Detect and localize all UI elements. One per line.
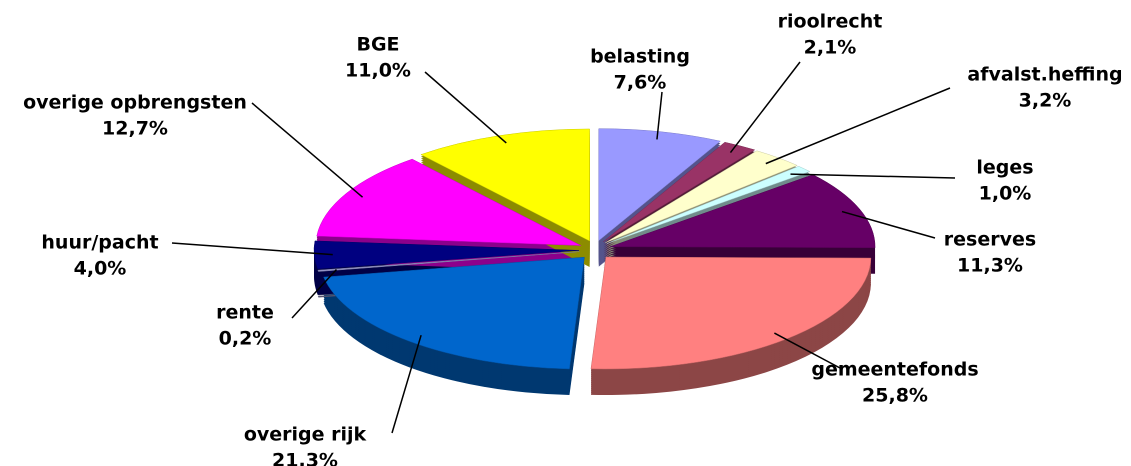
slice (609, 174, 876, 249)
slice (598, 128, 721, 242)
category-label: gemeentefonds (811, 359, 978, 381)
leader-line (251, 102, 364, 198)
slice (323, 256, 585, 370)
slice (317, 251, 580, 272)
leader-line (291, 269, 337, 319)
slice (316, 158, 581, 246)
category-label: belasting (590, 46, 690, 68)
leader-line (729, 61, 801, 154)
leader-line (656, 91, 663, 140)
value-label: 11,3% (957, 255, 1023, 277)
leader-line (424, 71, 507, 144)
category-label: overige rijk (244, 424, 367, 446)
category-label: huur/pacht (41, 232, 158, 254)
slice (313, 240, 580, 270)
category-label: afvalst.heffing (967, 64, 1122, 86)
slice (606, 166, 811, 244)
slice (590, 256, 872, 370)
value-label: 12,7% (102, 118, 168, 140)
value-label: 2,1% (804, 37, 857, 59)
category-label: leges (976, 157, 1033, 179)
category-label: rioolrecht (778, 11, 883, 33)
value-label: 4,0% (74, 258, 127, 280)
leader-line (774, 332, 841, 369)
leader-line (841, 210, 936, 239)
value-label: 3,2% (1019, 90, 1072, 112)
category-label: overige opbrengsten (23, 92, 247, 114)
category-label: reserves (944, 229, 1036, 251)
leader-line (765, 87, 951, 165)
slice (605, 150, 798, 243)
value-label: 0,2% (219, 328, 272, 350)
value-label: 1,0% (979, 183, 1032, 205)
value-label: 25,8% (862, 385, 928, 407)
leader-line (790, 173, 956, 179)
category-label: BGE (356, 34, 399, 56)
leader-line (171, 242, 333, 256)
leader-line (391, 334, 422, 434)
value-label: 11,0% (345, 60, 411, 82)
slice (420, 128, 590, 242)
slice (603, 141, 756, 242)
category-label: rente (216, 302, 274, 324)
value-label: 21,3% (272, 450, 338, 466)
value-label: 7,6% (614, 72, 667, 94)
pie (313, 128, 876, 396)
